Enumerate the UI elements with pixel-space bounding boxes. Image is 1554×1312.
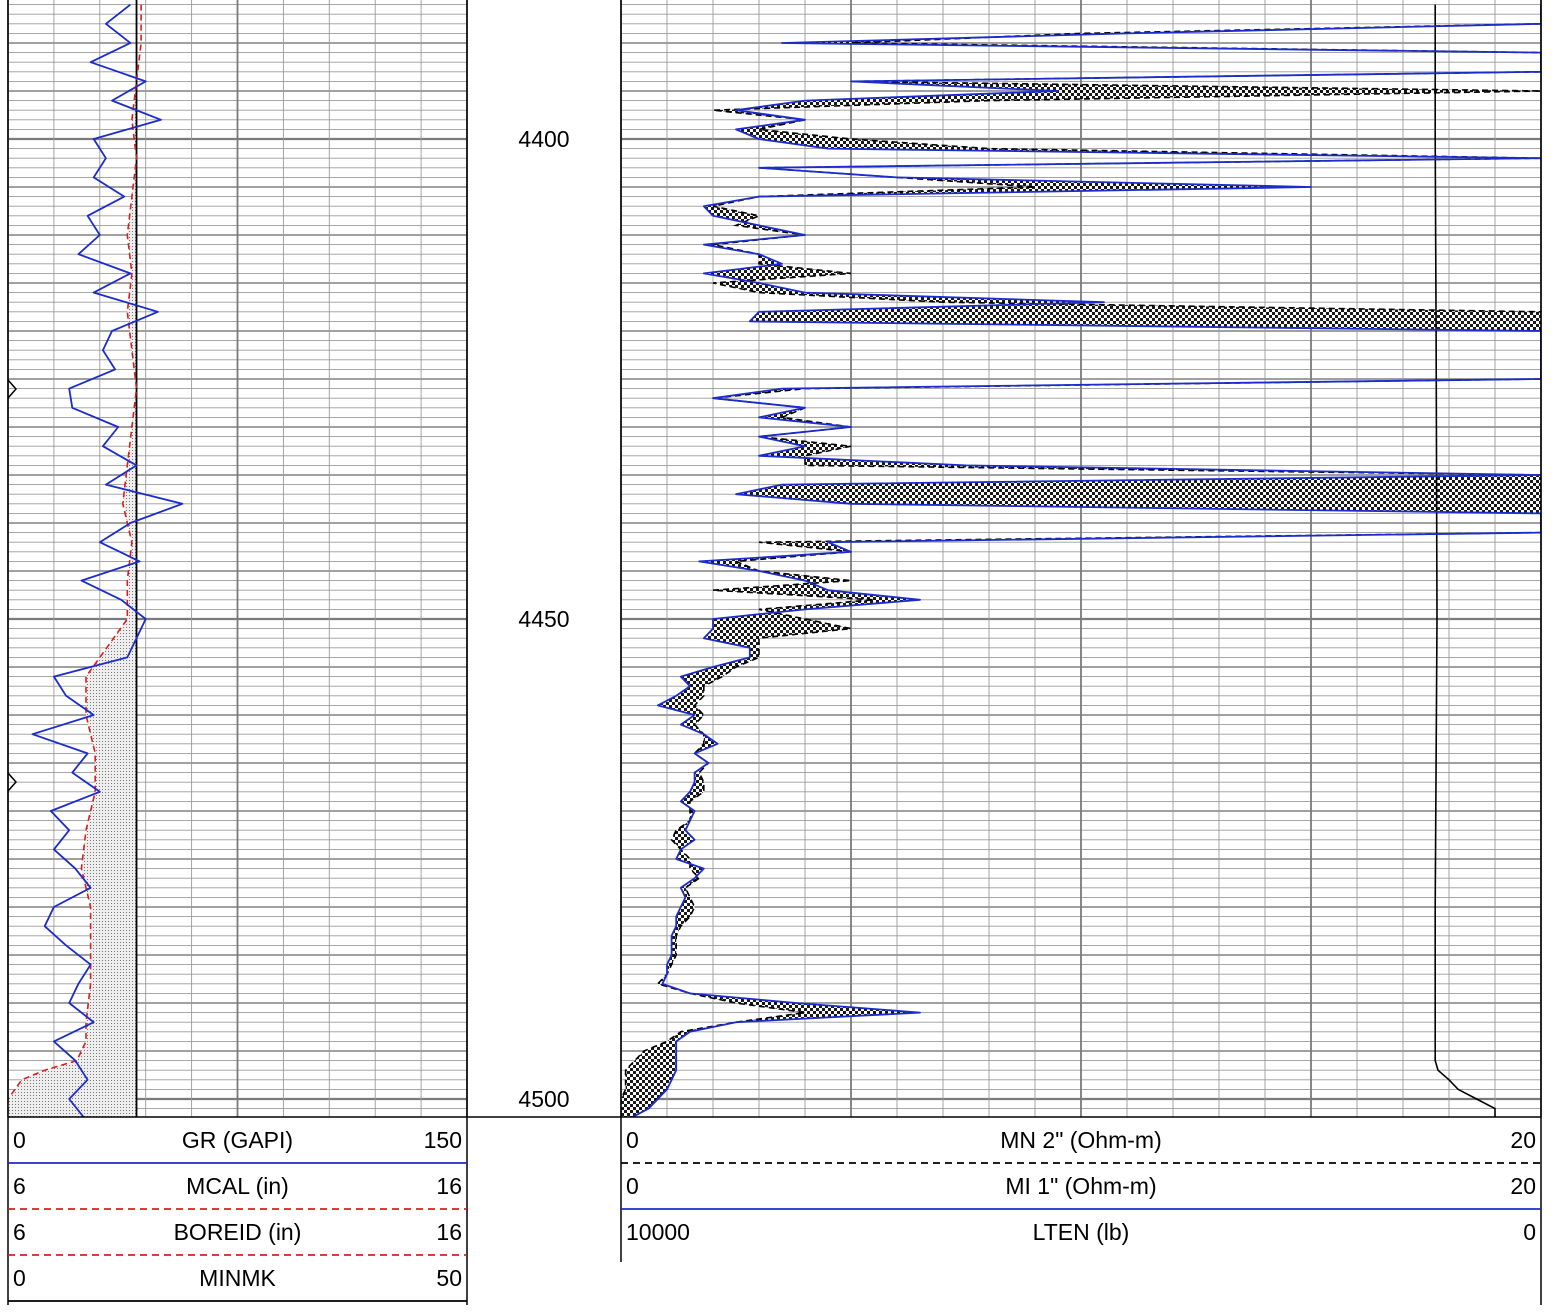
mudcake-fill bbox=[8, 4, 137, 1117]
curve-min-label: 0 bbox=[626, 1127, 639, 1153]
depth-label: 4400 bbox=[518, 126, 569, 152]
curve-min-label: 0 bbox=[626, 1173, 639, 1199]
curve-max-label: 20 bbox=[1510, 1173, 1536, 1199]
mi-curve bbox=[630, 4, 1541, 1117]
lten-curve bbox=[1434, 4, 1496, 1117]
depth-label: 4500 bbox=[518, 1086, 569, 1112]
curve-min-label: 0 bbox=[13, 1127, 26, 1153]
curve-max-label: 150 bbox=[424, 1127, 462, 1153]
mcal-curve bbox=[8, 4, 142, 1117]
depth-track: 4400 4450 4500 bbox=[518, 126, 569, 1112]
track2-curves bbox=[621, 4, 1541, 1117]
curve-min-label: 6 bbox=[13, 1173, 26, 1199]
curve-name-label: BOREID (in) bbox=[174, 1219, 302, 1245]
curve-min-label: 0 bbox=[13, 1265, 26, 1291]
track1-grid bbox=[7, 0, 468, 1117]
curve-name-label: MCAL (in) bbox=[186, 1173, 289, 1199]
curve-max-label: 0 bbox=[1523, 1219, 1536, 1245]
curve-max-label: 16 bbox=[436, 1219, 462, 1245]
curve-name-label: MN 2" (Ohm-m) bbox=[1000, 1127, 1161, 1153]
curve-name-label: MI 1" (Ohm-m) bbox=[1005, 1173, 1156, 1199]
marker-icon bbox=[7, 772, 18, 792]
curve-min-label: 6 bbox=[13, 1219, 26, 1245]
curve-min-label: 10000 bbox=[626, 1219, 690, 1245]
curve-max-label: 50 bbox=[436, 1265, 462, 1291]
curve-name-label: GR (GAPI) bbox=[182, 1127, 293, 1153]
curve-name-label: LTEN (lb) bbox=[1033, 1219, 1130, 1245]
mn-curve bbox=[621, 4, 1541, 1117]
track1-curves bbox=[8, 0, 184, 1117]
depth-label: 4450 bbox=[518, 606, 569, 632]
gr-curve bbox=[31, 3, 184, 1117]
curve-max-label: 16 bbox=[436, 1173, 462, 1199]
curve-header: 0 GR (GAPI) 150 6 MCAL (in) 16 6 BOREID (in) 16 0… bbox=[7, 0, 1542, 1305]
depth-markers bbox=[7, 379, 18, 792]
marker-icon bbox=[7, 379, 18, 399]
curve-max-label: 20 bbox=[1510, 1127, 1536, 1153]
curve-name-label: MINMK bbox=[199, 1265, 276, 1291]
